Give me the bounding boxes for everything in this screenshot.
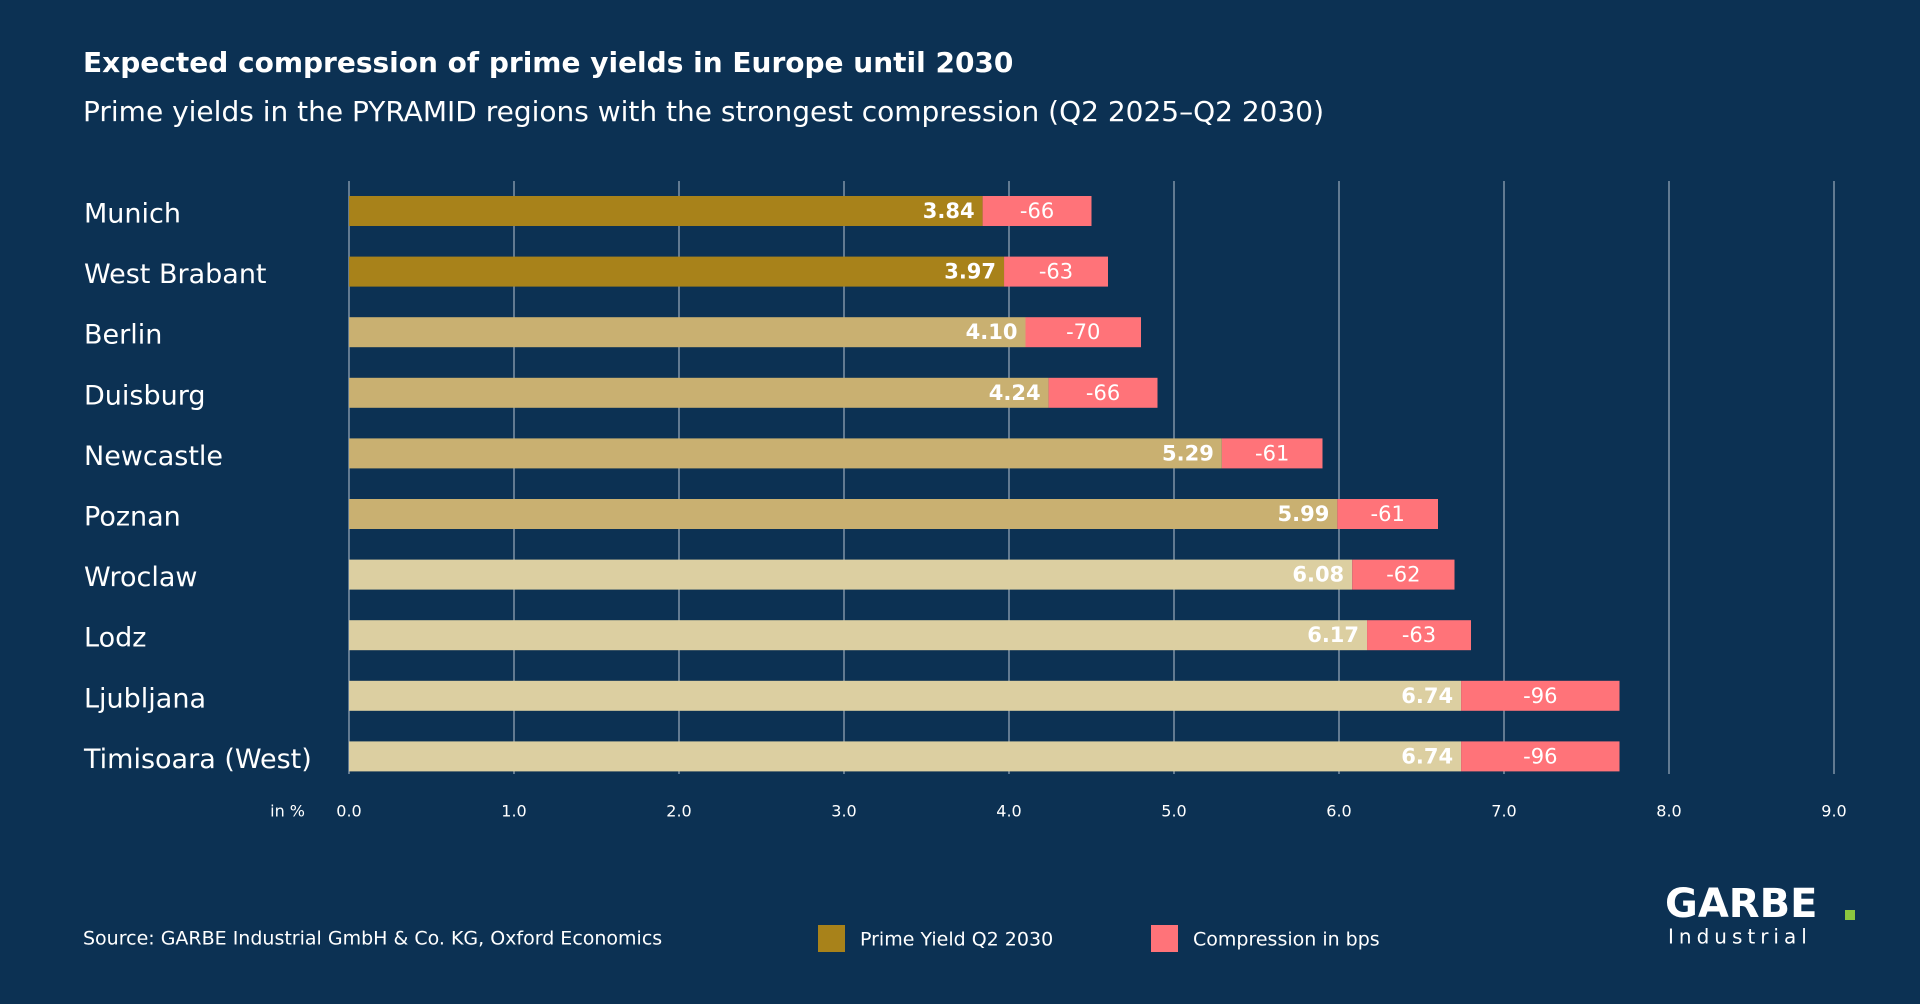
bar-segment [349, 741, 1462, 772]
value-label: 6.74 [1401, 684, 1453, 708]
x-tick-label: 6.0 [1326, 802, 1351, 821]
bar-segment [349, 196, 983, 226]
bar-segment [1025, 317, 1141, 348]
logo-dot [1845, 910, 1855, 920]
category-label: Poznan [84, 502, 181, 533]
value-label: -62 [1386, 563, 1420, 587]
category-label: Newcastle [84, 441, 223, 472]
category-label: Duisburg [84, 380, 206, 411]
value-label: -66 [1020, 199, 1054, 223]
x-tick-label: 2.0 [666, 802, 691, 821]
x-tick-label: 8.0 [1656, 802, 1681, 821]
value-label: -66 [1086, 381, 1120, 405]
bar-segment [349, 438, 1222, 469]
bar-segment [1367, 620, 1471, 651]
x-axis-label: in % [270, 802, 305, 821]
bar-segment [349, 680, 1462, 711]
value-label: 4.10 [966, 320, 1018, 344]
logo-name: GARBE [1665, 881, 1817, 927]
bar-segment [349, 559, 1353, 590]
bar-segment [1221, 438, 1323, 469]
legend-label: Prime Yield Q2 2030 [860, 929, 1053, 951]
bar-segment [349, 499, 1338, 529]
value-label: 4.24 [989, 381, 1041, 405]
bar-segment [349, 256, 1005, 287]
legend-label: Compression in bps [1193, 929, 1380, 951]
bar-segment [349, 377, 1049, 408]
value-label: -63 [1039, 260, 1073, 284]
value-label: -70 [1066, 320, 1100, 344]
chart-title: Expected compression of prime yields in … [83, 46, 1013, 79]
value-label: -61 [1371, 502, 1405, 526]
category-label: West Brabant [84, 259, 267, 290]
bar-segment [1337, 499, 1438, 529]
x-tick-label: 3.0 [831, 802, 856, 821]
bar-segment [1352, 559, 1455, 590]
category-label: Berlin [84, 320, 162, 351]
x-tick-label: 0.0 [336, 802, 361, 821]
value-label: 6.74 [1401, 744, 1453, 768]
value-label: 6.08 [1292, 563, 1344, 587]
value-label: 3.84 [923, 199, 975, 223]
bar-segment [349, 317, 1026, 348]
legend-swatch [818, 925, 845, 952]
bar-segment [1048, 377, 1158, 408]
category-label: Wroclaw [84, 562, 197, 593]
x-tick-label: 9.0 [1821, 802, 1846, 821]
value-label: -63 [1402, 623, 1436, 647]
chart-subtitle: Prime yields in the PYRAMID regions with… [83, 95, 1324, 128]
category-label: Timisoara (West) [83, 744, 312, 775]
category-label: Ljubljana [84, 683, 206, 714]
value-label: 5.99 [1278, 502, 1330, 526]
value-label: 6.17 [1307, 623, 1359, 647]
x-tick-label: 4.0 [996, 802, 1021, 821]
x-tick-label: 7.0 [1491, 802, 1516, 821]
category-label: Lodz [84, 623, 146, 654]
value-label: -96 [1523, 684, 1557, 708]
source: Source: GARBE Industrial GmbH & Co. KG, … [83, 928, 662, 950]
bar-segment [1461, 680, 1620, 711]
bar-segment [1461, 741, 1620, 772]
value-label: 3.97 [944, 260, 996, 284]
value-label: -61 [1255, 441, 1289, 465]
logo-tagline: Industrial [1668, 925, 1812, 949]
x-tick-label: 1.0 [501, 802, 526, 821]
bar-segment [1004, 256, 1108, 287]
legend-swatch [1151, 925, 1178, 952]
bar-segment [349, 620, 1368, 651]
category-label: Munich [84, 199, 181, 230]
bar-segment [982, 196, 1092, 226]
x-tick-label: 5.0 [1161, 802, 1186, 821]
value-label: -96 [1523, 744, 1557, 768]
value-label: 5.29 [1162, 441, 1214, 465]
